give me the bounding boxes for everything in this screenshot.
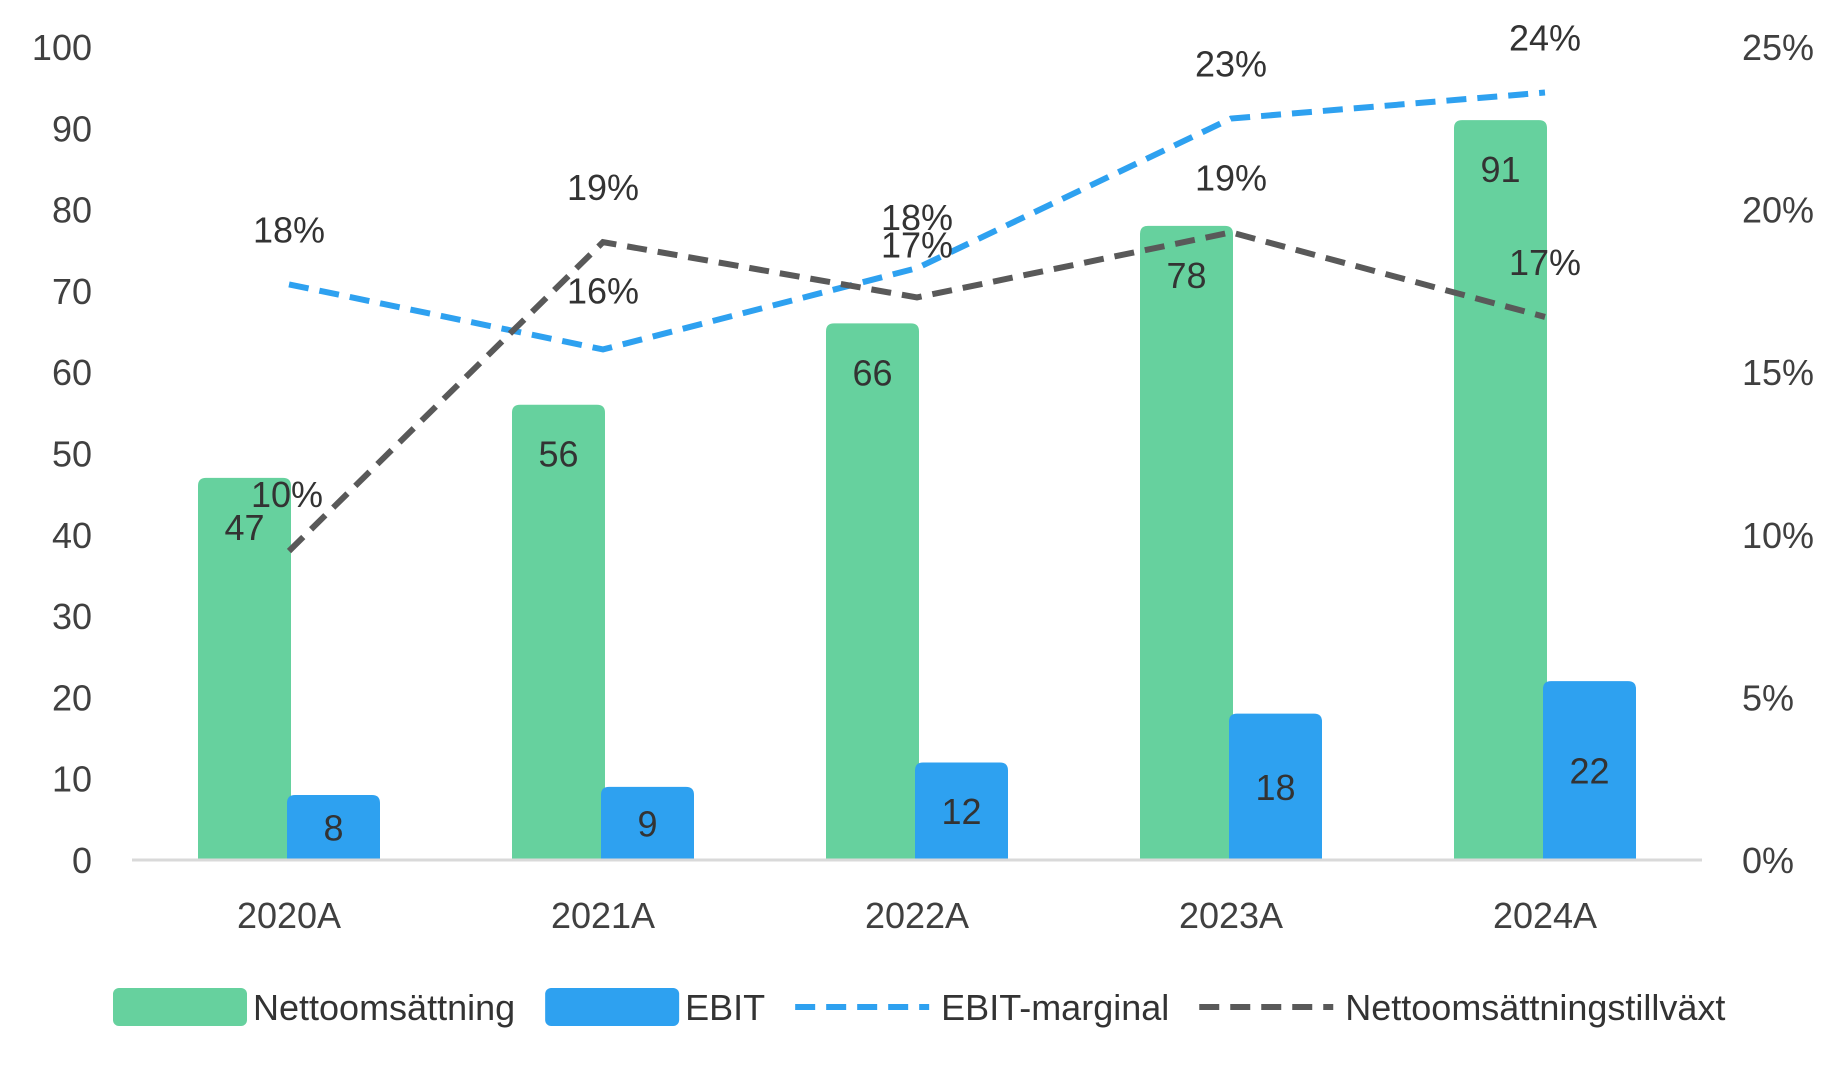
right-axis-tick-label: 20% (1742, 190, 1814, 231)
bar-ebit (1229, 713, 1322, 860)
bar-data-label: 22 (1569, 751, 1609, 792)
bar-data-label: 47 (224, 507, 264, 548)
x-axis-tick-label: 2022A (865, 895, 969, 936)
left-axis-tick-label: 70 (52, 271, 92, 312)
series-line-nettoomsattningstillvaxt (286, 229, 1546, 554)
bar-ebit (1543, 681, 1636, 860)
left-axis-tick-label: 30 (52, 596, 92, 637)
left-axis-tick-label: 60 (52, 352, 92, 393)
line-data-label: 16% (567, 270, 639, 311)
x-axis-tick-label: 2020A (237, 895, 341, 936)
bar-data-label: 78 (1166, 255, 1206, 296)
legend-swatch-nettoomsattning (113, 988, 247, 1026)
left-axis-tick-label: 90 (52, 108, 92, 149)
line-data-label: 10% (251, 474, 323, 515)
line-data-label: 18% (253, 209, 325, 250)
legend-label: EBIT (685, 987, 765, 1028)
line-data-label: 17% (1509, 242, 1581, 283)
x-axis-tick-label: 2024A (1493, 895, 1597, 936)
legend-label: Nettoomsättning (253, 987, 515, 1028)
bar-ebit (601, 786, 694, 860)
left-axis-tick-label: 0 (72, 840, 92, 881)
x-axis-tick-label: 2021A (551, 895, 655, 936)
right-axis-tick-label: 10% (1742, 515, 1814, 556)
right-axis-tick-label: 5% (1742, 677, 1794, 718)
bar-ebit (287, 794, 380, 860)
right-axis-tick-label: 25% (1742, 27, 1814, 68)
bar-data-label: 9 (637, 803, 657, 844)
line-data-label: 18% (881, 197, 953, 238)
bar-nettoomsattning (1454, 120, 1547, 861)
bar-data-label: 18 (1255, 767, 1295, 808)
bar-ebit (915, 762, 1008, 860)
left-axis-tick-label: 20 (52, 677, 92, 718)
legend-swatch-ebit (545, 988, 680, 1026)
left-axis-tick-label: 50 (52, 434, 92, 475)
left-axis-tick-label: 40 (52, 515, 92, 556)
x-axis-tick-label: 2023A (1179, 895, 1283, 936)
line-data-label: 24% (1509, 18, 1581, 59)
legend-label: Nettoomsättningstillväxt (1345, 987, 1725, 1028)
bar-data-label: 12 (941, 791, 981, 832)
bar-data-label: 56 (538, 434, 578, 475)
left-axis-tick-label: 80 (52, 190, 92, 231)
series-line-ebit-marginal (288, 89, 1546, 353)
bar-nettoomsattning (1140, 225, 1233, 861)
line-data-label: 17% (881, 224, 953, 265)
line-data-label: 23% (1195, 44, 1267, 85)
line-data-label: 19% (567, 167, 639, 208)
bar-nettoomsattning (198, 477, 291, 860)
left-axis-tick-label: 100 (32, 27, 92, 68)
bar-nettoomsattning (826, 323, 919, 860)
bar-data-label: 91 (1480, 149, 1520, 190)
bar-nettoomsattning (512, 404, 605, 860)
bar-data-label: 66 (852, 352, 892, 393)
left-axis-tick-label: 10 (52, 759, 92, 800)
line-data-label: 19% (1195, 157, 1267, 198)
legend-label: EBIT-marginal (941, 987, 1169, 1028)
right-axis-tick-label: 0% (1742, 840, 1794, 881)
right-axis-tick-label: 15% (1742, 352, 1814, 393)
bar-data-label: 8 (323, 807, 343, 848)
